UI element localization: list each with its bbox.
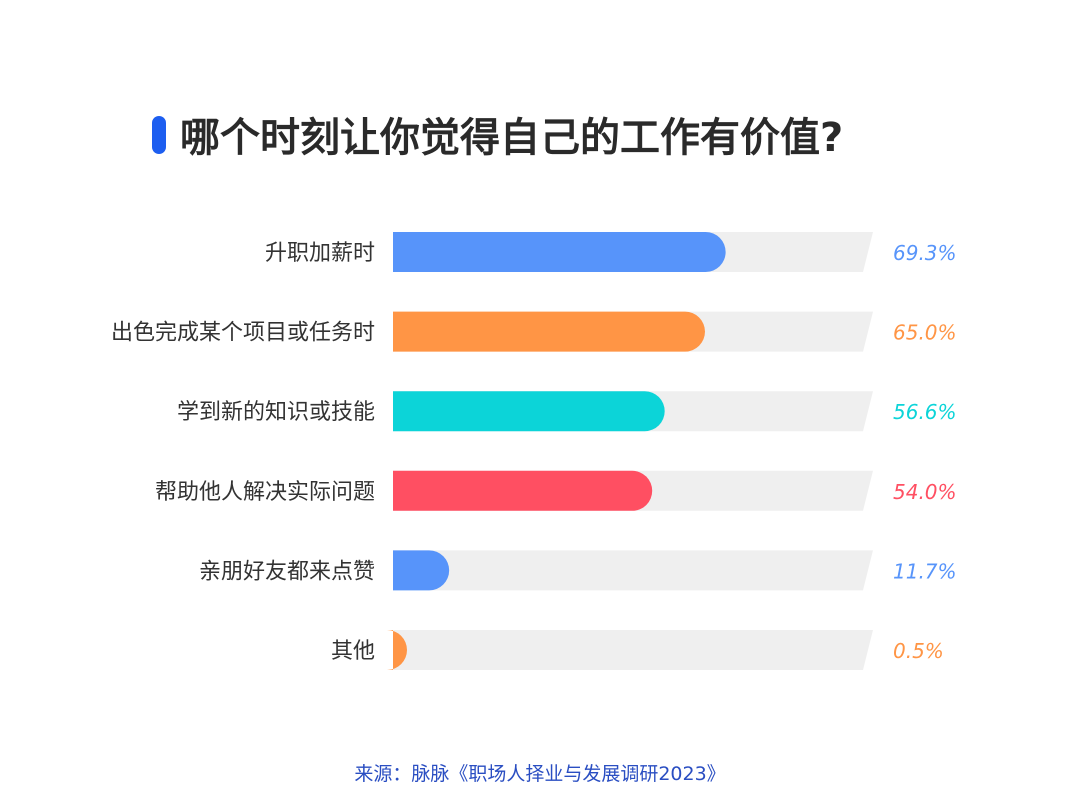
- bars-group: 升职加薪时 69.3% 出色完成某个项目或任务时 65.0% 学到新的知识或技能 56.6…: [111, 232, 957, 670]
- bar: [393, 311, 705, 352]
- category-label: 学到新的知识或技能: [177, 400, 375, 425]
- category-label: 帮助他人解决实际问题: [155, 480, 375, 505]
- value-label: 65.0%: [893, 321, 957, 345]
- category-label: 其他: [331, 639, 375, 664]
- bar: [393, 550, 450, 591]
- category-label: 亲朋好友都来点赞: [199, 559, 375, 584]
- bar: [393, 470, 653, 511]
- value-label: 54.0%: [893, 480, 957, 504]
- chart-title: 哪个时刻让你觉得自己的工作有价值?: [180, 115, 843, 161]
- category-label: 出色完成某个项目或任务时: [111, 321, 375, 346]
- value-label: 69.3%: [893, 241, 957, 265]
- source-note: 来源：脉脉《职场人择业与发展调研2023》: [354, 763, 725, 785]
- bar: [387, 630, 407, 670]
- bar-track: [393, 550, 873, 591]
- bar-track: [393, 630, 873, 670]
- value-label: 11.7%: [893, 559, 957, 583]
- category-label: 升职加薪时: [265, 241, 375, 266]
- title-accent-bar: [152, 116, 166, 154]
- bar: [393, 391, 665, 432]
- bar: [393, 232, 726, 272]
- value-label: 0.5%: [893, 639, 944, 663]
- value-label: 56.6%: [893, 400, 957, 424]
